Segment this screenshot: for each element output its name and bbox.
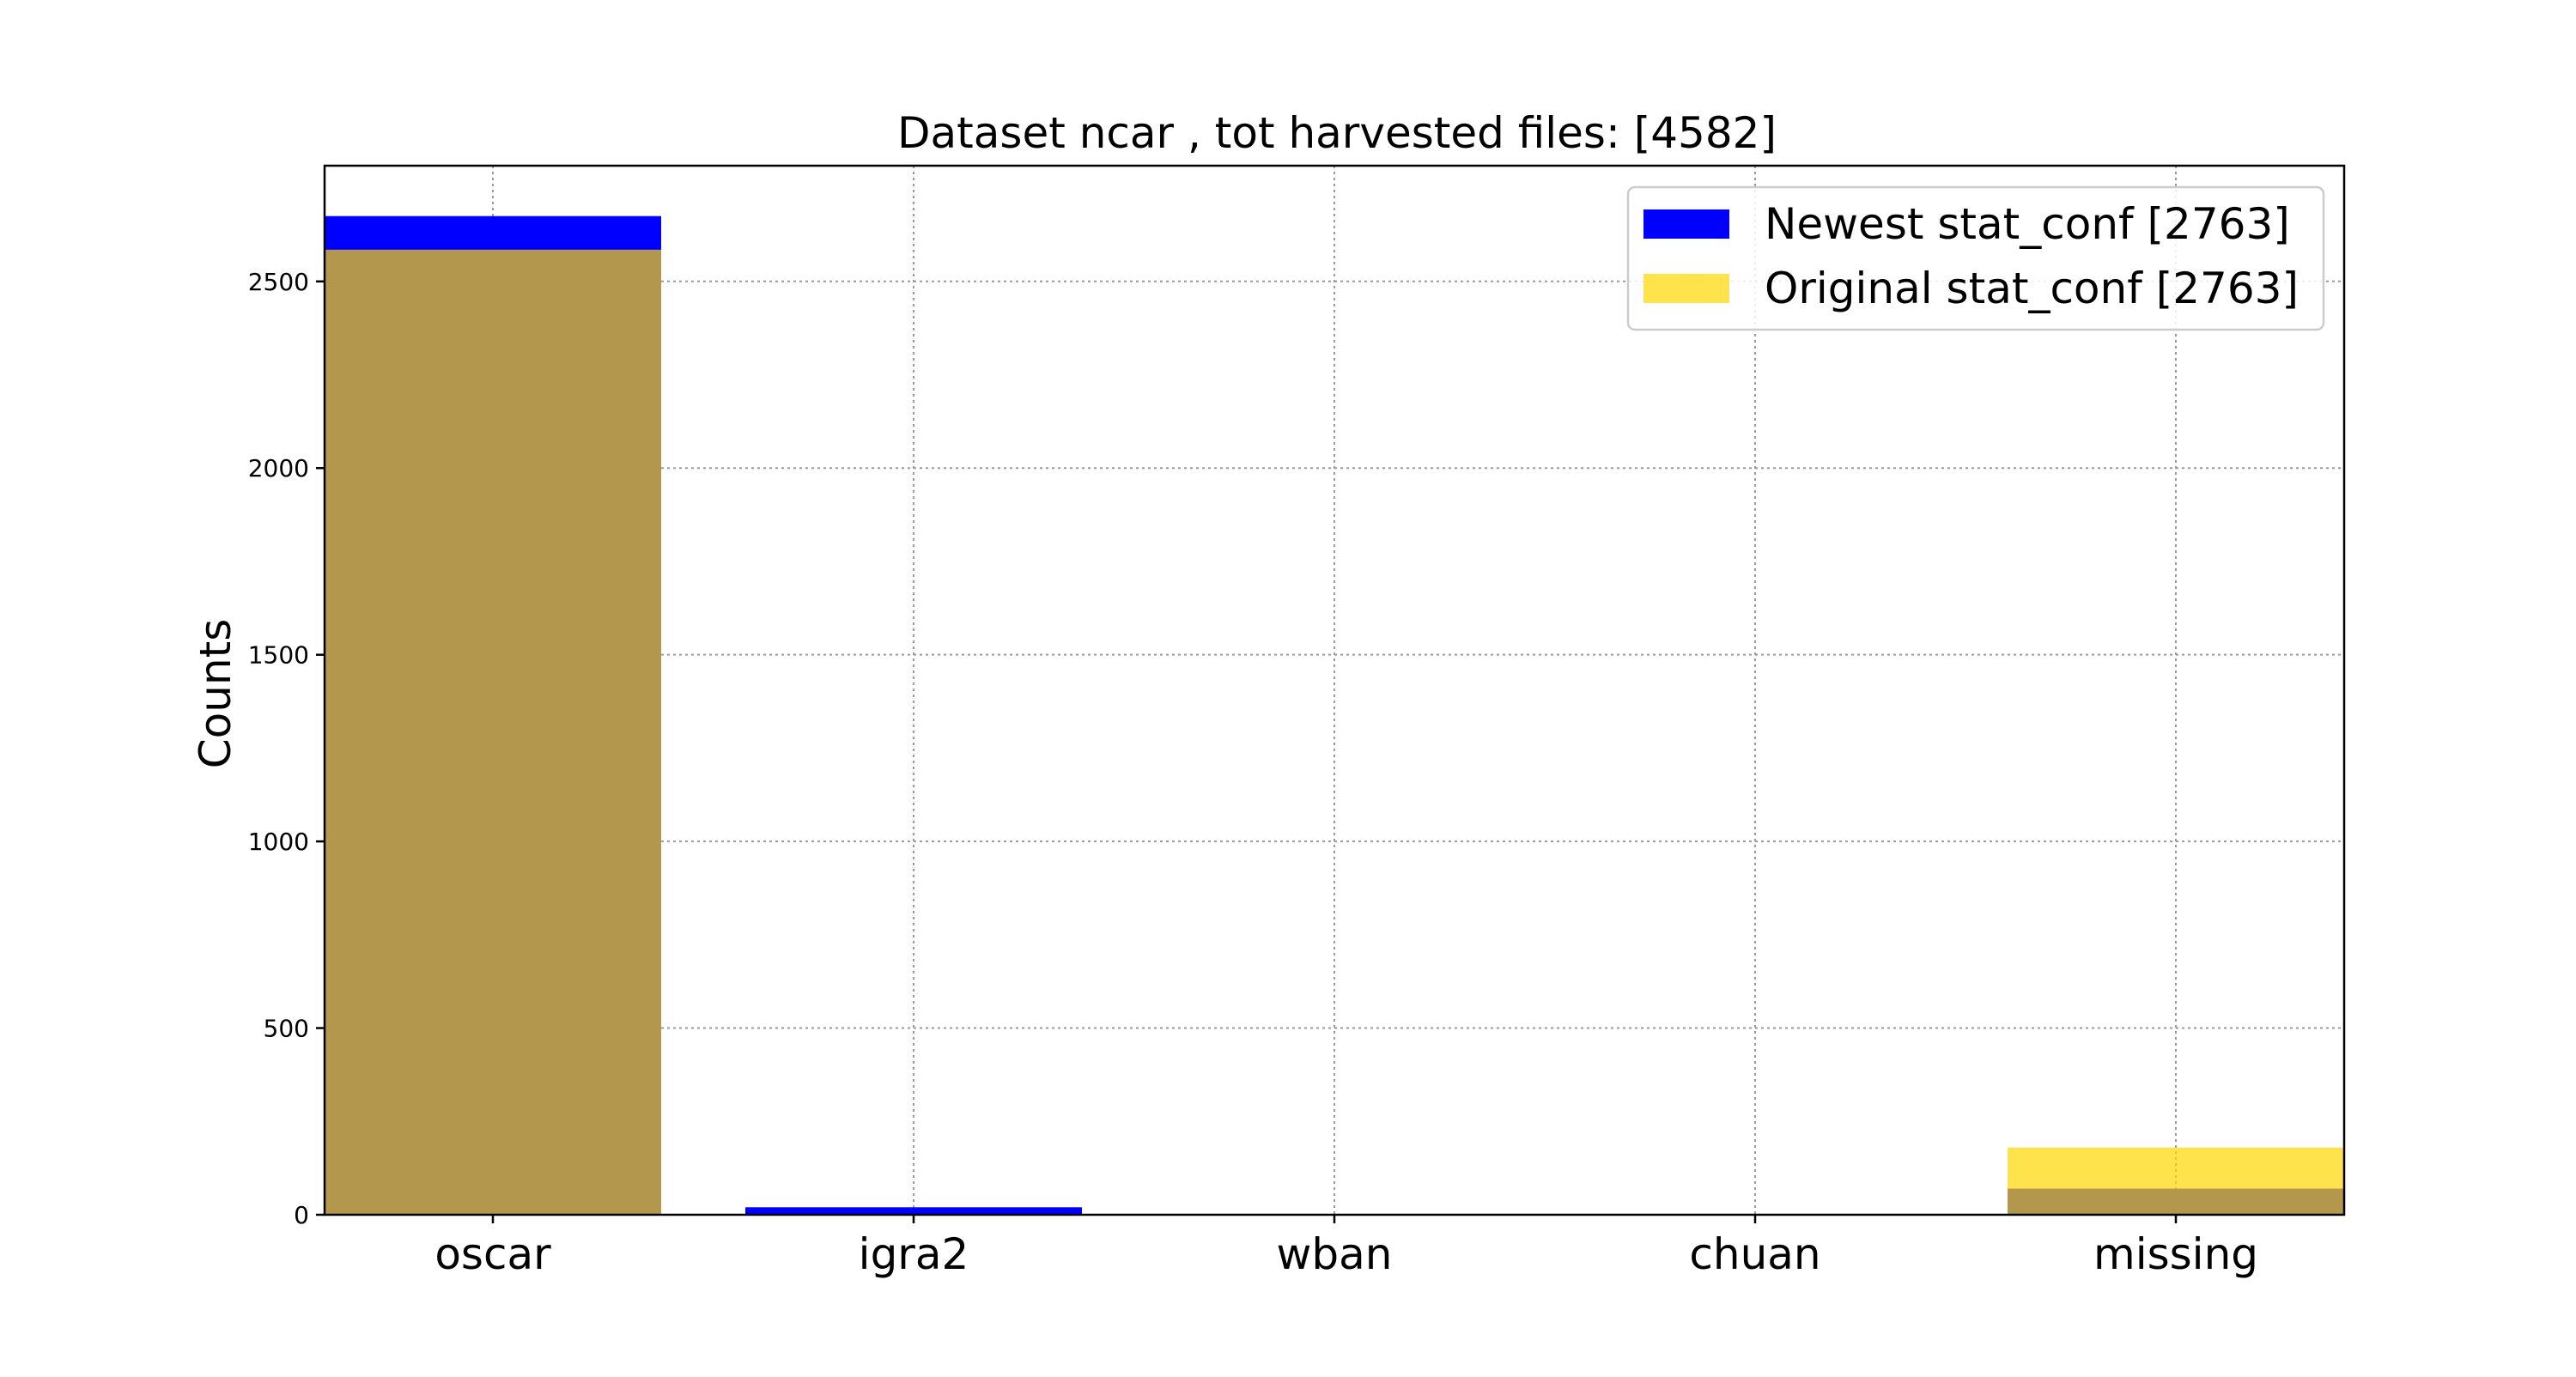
bar-series1-missing [2008, 1147, 2344, 1215]
x-tick-label-wban: wban [1277, 1229, 1393, 1279]
y-tick-label-0: 0 [294, 1201, 309, 1229]
y-tick-label-5: 2500 [248, 268, 309, 296]
legend-swatch-original [1643, 274, 1729, 303]
y-tick-label-2: 1000 [248, 828, 309, 856]
legend-label-original: Original stat_conf [2763] [1765, 264, 2299, 313]
legend-swatch-newest [1643, 209, 1729, 239]
bars [325, 215, 2344, 1216]
legend: Newest stat_conf [2763] Original stat_co… [1626, 185, 2325, 331]
x-tick-label-igra2: igra2 [859, 1229, 969, 1279]
y-tick-label-3: 1500 [248, 641, 309, 670]
bar-series1-oscar [325, 249, 661, 1216]
x-axis-ticks: oscar igra2 wban chuan missing [434, 1215, 2258, 1279]
bar-series0-igra2 [745, 1207, 1082, 1215]
legend-label-newest: Newest stat_conf [2763] [1765, 199, 2290, 249]
x-tick-label-missing: missing [2093, 1229, 2258, 1279]
chart-title: Dataset ncar , tot harvested files: [458… [897, 108, 1777, 158]
y-axis-label: Counts [191, 619, 240, 769]
y-tick-label-4: 2000 [248, 454, 309, 482]
legend-box [1626, 185, 2325, 331]
y-tick-label-1: 500 [264, 1015, 309, 1043]
y-axis-ticks: 0 500 1000 1500 2000 2500 [248, 268, 325, 1229]
x-tick-label-chuan: chuan [1689, 1229, 1820, 1279]
x-tick-label-oscar: oscar [434, 1229, 551, 1279]
